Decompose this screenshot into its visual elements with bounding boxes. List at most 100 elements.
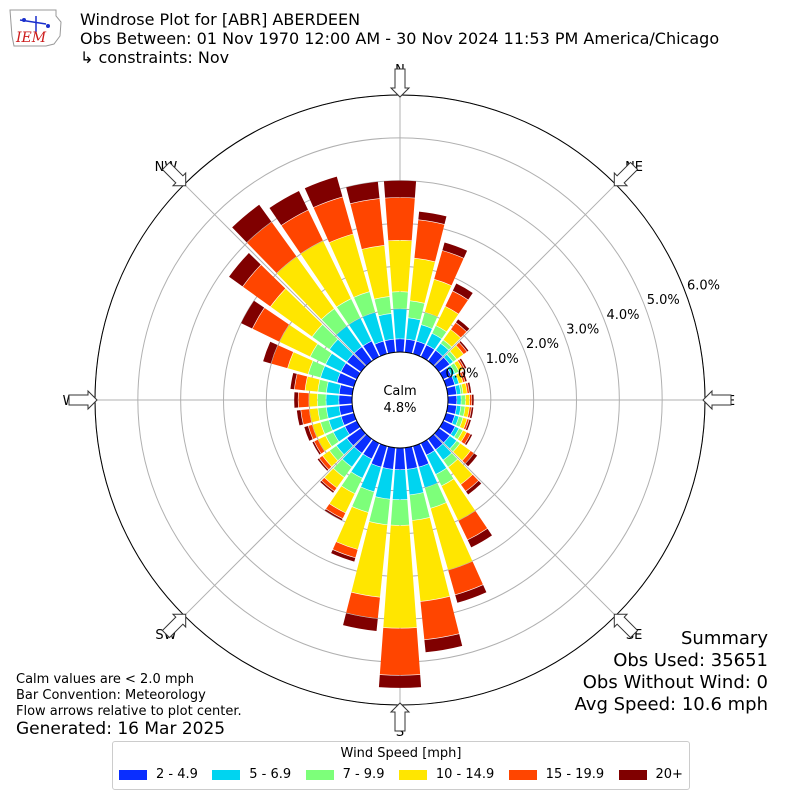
rose-bar-segment: [443, 413, 455, 424]
rose-bar-segment: [461, 474, 479, 492]
rose-bar-segment: [341, 413, 357, 425]
rose-bar-segment: [333, 426, 350, 442]
legend-item: 5 - 6.9: [212, 767, 291, 782]
rose-bar-segment: [309, 393, 318, 407]
rose-bar-segment: [394, 447, 406, 470]
legend-label: 15 - 19.9: [545, 767, 605, 782]
rose-bar-segment: [312, 422, 325, 438]
rose-bar-segment: [435, 343, 449, 356]
rose-bar-segment: [453, 443, 471, 461]
rose-bar-segment: [434, 357, 450, 372]
rose-bar-segment: [270, 288, 323, 337]
rose-bar-segment: [313, 197, 353, 243]
rose-bar-segment: [441, 479, 476, 521]
rose-bar-segment: [456, 342, 467, 355]
rose-bar-segment: [436, 468, 454, 486]
legend: Wind Speed [mph] 2 - 4.9 5 - 6.9 7 - 9.9 10…: [112, 741, 690, 790]
rose-bar-segment: [324, 509, 343, 521]
rose-bar-segment: [419, 463, 438, 488]
rose-bar-segment: [452, 283, 473, 300]
rose-bar-segment: [317, 458, 329, 471]
rose-bar-segment: [363, 341, 380, 361]
rose-bar-segment: [385, 197, 415, 241]
legend-item: 7 - 9.9: [305, 767, 384, 782]
rose-bar-segment: [436, 306, 459, 332]
rose-bar-segment: [339, 385, 354, 396]
rose-bar-segment: [469, 407, 474, 419]
rose-bar-segment: [252, 308, 289, 342]
rose-bar-segment: [271, 345, 294, 369]
rose-bar-segment: [276, 256, 334, 320]
rose-bar-segment: [353, 291, 376, 317]
rose-bar-segment: [459, 341, 469, 352]
rose-bar-segment: [455, 319, 470, 332]
rose-bar-segment: [347, 354, 366, 372]
rose-bar-segment: [375, 467, 393, 499]
rose-bar-segment: [456, 416, 463, 427]
rose-bar-segment: [309, 408, 320, 423]
rose-bar-segment: [424, 483, 447, 509]
rose-bar-segment: [325, 353, 346, 372]
rose-bar-segment: [378, 674, 422, 688]
rose-bar-segment: [454, 428, 463, 440]
rose-bar-segment: [406, 318, 421, 341]
flow-arrow: [161, 161, 187, 187]
rose-bar-segment: [314, 439, 325, 454]
rose-bar-segment: [348, 318, 372, 346]
rose-bar-segment: [455, 385, 461, 395]
rose-bar-segment: [424, 279, 452, 317]
radial-tick-label: 6.0%: [687, 279, 720, 294]
rose-bar-segment: [455, 405, 461, 415]
rose-bar-segment: [464, 434, 473, 446]
rose-bar-segment: [457, 395, 461, 405]
rose-bar-segment: [319, 455, 332, 470]
rose-bar-segment: [304, 426, 313, 441]
rose-bar-segment: [339, 395, 353, 405]
legend-item: 20+: [618, 767, 683, 782]
rose-bar-segment: [350, 198, 385, 250]
radial-tick-label: 4.0%: [607, 308, 640, 323]
rose-bar-segment: [318, 436, 332, 452]
rose-bar-segment: [469, 394, 472, 406]
rose-bar-segment: [444, 435, 457, 449]
flow-arrow: [613, 161, 639, 187]
rose-bar-segment: [361, 245, 390, 299]
rose-bar-segment: [320, 420, 333, 434]
rose-bar-segment: [465, 382, 470, 394]
convention-note: Bar Convention: Meteorology: [16, 688, 206, 703]
radial-tick-label: 3.0%: [566, 322, 599, 337]
rose-bar-segment: [459, 384, 463, 394]
legend-item: 2 - 4.9: [119, 767, 198, 782]
rose-bar-segment: [461, 395, 466, 405]
rose-bar-segment: [336, 438, 353, 455]
rose-bar-segment: [447, 351, 457, 362]
rose-bar-segment: [446, 404, 457, 414]
rose-bar-segment: [466, 480, 482, 495]
rose-bar-segment: [404, 339, 415, 354]
rose-bar-segment: [337, 373, 357, 387]
rose-bar-segment: [416, 324, 432, 344]
rose-bar-segment: [379, 627, 421, 676]
avg-speed: Avg Speed: 10.6 mph: [574, 694, 768, 715]
rose-bar-segment: [287, 352, 313, 374]
rose-bar-segment: [456, 373, 463, 384]
direction-label: S: [396, 725, 404, 740]
arrows-note: Flow arrows relative to plot center.: [16, 704, 242, 719]
rose-bar-segment: [342, 447, 362, 467]
rose-bar-segment: [329, 339, 353, 362]
rose-bar-segment: [354, 347, 372, 366]
rose-bar-segment: [467, 528, 492, 548]
rose-bar-segment: [326, 503, 346, 519]
rose-bar-segment: [426, 450, 447, 475]
legend-item: 10 - 14.9: [398, 767, 494, 782]
rose-bar-segment: [450, 440, 460, 452]
rose-bar-segment: [459, 406, 465, 416]
rose-bar-segment: [424, 633, 463, 653]
rose-bar-segment: [329, 234, 370, 298]
rose-bar-segment: [294, 374, 308, 391]
rose-bar-segment: [326, 381, 341, 394]
rose-bar-segment: [345, 420, 361, 435]
flow-arrow: [613, 613, 639, 639]
flow-arrow: [702, 389, 732, 411]
